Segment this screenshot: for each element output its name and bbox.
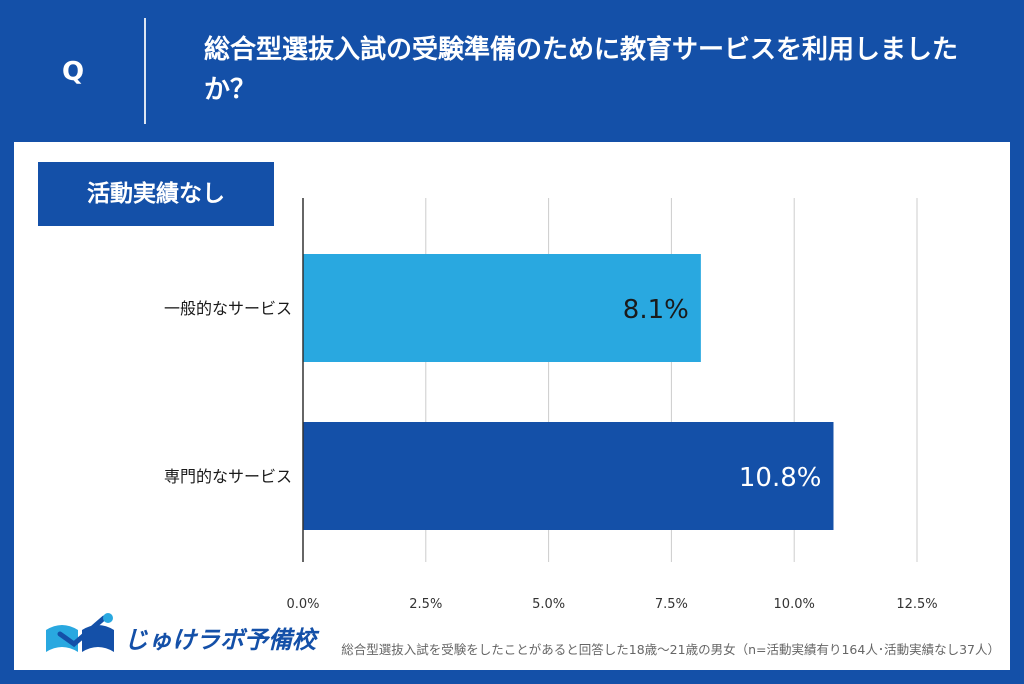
footnote: 総合型選抜入試を受験をしたことがあると回答した18歳～21歳の男女（n=活動実績… bbox=[341, 642, 1000, 657]
x-tick-label: 10.0% bbox=[774, 597, 815, 612]
x-tick-label: 0.0% bbox=[286, 597, 319, 612]
x-tick-label: 12.5% bbox=[896, 597, 937, 612]
brand-logo: じゅけラボ予備校 bbox=[42, 612, 316, 662]
group-label: 活動実績なし bbox=[38, 162, 274, 226]
x-tick-label: 2.5% bbox=[409, 597, 442, 612]
bar bbox=[303, 254, 701, 362]
header-divider bbox=[144, 18, 146, 124]
question-header: Q 総合型選抜入試の受験準備のために教育サービスを利用しましたか？ bbox=[0, 0, 1024, 142]
bar bbox=[303, 422, 834, 530]
logo-text: じゅけラボ予備校 bbox=[124, 626, 316, 654]
question-text: 総合型選抜入試の受験準備のために教育サービスを利用しましたか？ bbox=[204, 35, 959, 105]
x-tick-label: 7.5% bbox=[655, 597, 688, 612]
category-label: 一般的なサービス bbox=[164, 299, 292, 318]
data-label: 8.1% bbox=[623, 295, 689, 325]
q-label: Q bbox=[62, 57, 85, 87]
bar-chart: 0.0% 2.5% 5.0% 7.5% 10.0% 12.5% 一般的なサービス 8.1% 専門… bbox=[164, 198, 938, 612]
x-tick-label: 5.0% bbox=[532, 597, 565, 612]
data-label: 10.8% bbox=[739, 463, 822, 493]
category-label: 専門的なサービス bbox=[164, 467, 292, 486]
chart-card: 0.0% 2.5% 5.0% 7.5% 10.0% 12.5% 一般的なサービス 8.1% 専門… bbox=[14, 142, 1010, 670]
book-icon bbox=[46, 613, 114, 652]
